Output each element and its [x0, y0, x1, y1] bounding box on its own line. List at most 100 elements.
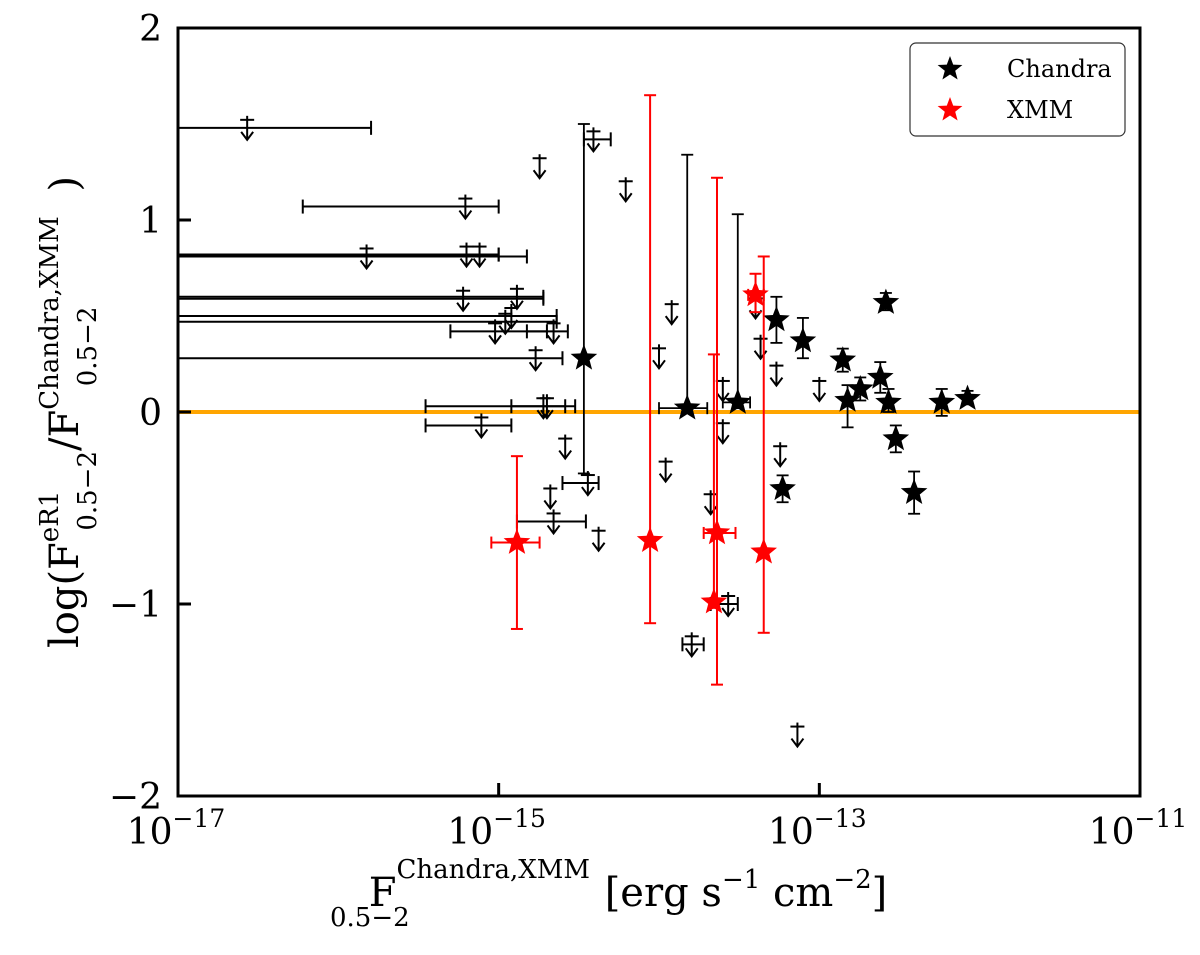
xmm-detection: [636, 94, 664, 625]
chandra-upper-limit: [812, 376, 827, 403]
chandra-upper-limit: [178, 242, 500, 269]
star-marker: [700, 588, 728, 614]
down-arrow-head: [721, 607, 735, 618]
down-arrow-head: [812, 392, 827, 403]
chandra-upper-limit: [561, 471, 600, 497]
legend-box: [909, 42, 1126, 137]
down-arrow-head: [790, 737, 805, 749]
y-axis-label: log(FeR1 0.5−2/FChandra,XMM 0.5−2): [35, 176, 103, 648]
down-arrow-head: [528, 361, 543, 372]
chandra-upper-limit: [178, 286, 545, 313]
x-tick-label: 10−15: [447, 804, 546, 853]
down-arrow-head: [488, 334, 502, 346]
xlabel-units-mid: cm: [760, 870, 833, 916]
xlabel-exp2: −2: [833, 865, 871, 895]
chandra-upper-limit: [773, 442, 788, 468]
xlabel-exp1: −1: [722, 865, 760, 895]
xlabel-sup: Chandra,XMM: [397, 855, 590, 885]
legend-label-chandra: Chandra: [1007, 55, 1112, 83]
ylabel-sup1: eR1: [35, 491, 65, 543]
x-tick-label: 10−17: [127, 804, 226, 853]
down-arrow-head: [586, 142, 601, 154]
chandra-detection: [789, 317, 817, 360]
chandra-upper-limit: [681, 632, 705, 658]
y-tick-label: −2: [109, 777, 162, 818]
down-arrow-head: [652, 359, 666, 370]
legend: Chandra XMM: [909, 42, 1126, 137]
chandra-upper-limit: [790, 722, 805, 749]
star-marker: [769, 474, 796, 501]
chandra-upper-limit: [424, 394, 577, 420]
star-marker: [750, 538, 777, 564]
star-marker: [703, 519, 731, 545]
down-arrow-head: [240, 131, 254, 142]
legend-marker-xmm: [937, 97, 963, 121]
ylabel-prefix: log(F: [42, 542, 88, 648]
chandra-detection: [900, 470, 928, 515]
chandra-upper-limit: [703, 490, 718, 516]
ylabel-suffix: ): [42, 176, 88, 192]
xmm-detection: [750, 255, 777, 634]
chandra-upper-limit: [652, 344, 666, 370]
down-arrow-head: [558, 449, 573, 461]
xlabel-units-prefix: [erg s: [605, 870, 722, 916]
down-arrow-head: [773, 457, 787, 468]
down-arrow-head: [716, 434, 730, 445]
xmm-detection: [702, 176, 737, 686]
chandra-upper-limit: [658, 457, 673, 484]
xmm-detection: [742, 272, 769, 314]
down-arrow-head: [543, 499, 558, 511]
star-marker: [636, 526, 664, 552]
star-marker: [834, 386, 861, 412]
x-tick-label: 10−11: [1089, 804, 1188, 853]
down-arrow-head: [581, 486, 595, 497]
down-arrow-head: [532, 169, 547, 180]
down-arrow-head: [769, 377, 784, 388]
chandra-upper-limit: [178, 115, 373, 142]
chandra-upper-limit: [178, 304, 558, 330]
chandra-detection: [954, 384, 981, 410]
chandra-upper-limit: [178, 309, 558, 336]
ylabel-sup2: Chandra,XMM: [35, 216, 65, 409]
chandra-detection: [829, 346, 857, 373]
chandra-upper-limit: [753, 334, 768, 361]
down-arrow-head: [684, 647, 699, 658]
down-arrow-head: [618, 192, 633, 203]
chandra-upper-limit: [591, 526, 606, 553]
x-axis-label: FChandra,XMM 0.5−2 [erg s−1 cm−2]: [330, 855, 887, 933]
axes: 10−17 10−15 10−13 10−11 2 1 0 −1 −2: [109, 9, 1187, 853]
star-marker: [846, 375, 874, 401]
star-marker: [900, 478, 928, 504]
xlabel-sub: 0.5−2: [330, 903, 410, 933]
chandra-upper-limit: [558, 434, 573, 461]
legend-marker-chandra: [937, 56, 963, 80]
star-marker: [882, 424, 910, 451]
down-arrow-head: [664, 315, 679, 326]
star-marker: [789, 327, 817, 353]
chandra-upper-limit: [715, 419, 730, 445]
down-arrow-head: [658, 473, 673, 484]
down-arrow-head: [546, 524, 561, 536]
chandra-upper-limit: [664, 300, 679, 326]
down-arrow-head: [472, 257, 487, 269]
y-tick-label: 2: [139, 9, 162, 50]
down-arrow-head: [591, 542, 606, 553]
chandra-upper-limit: [525, 319, 569, 346]
xlabel-units-suffix: ]: [872, 870, 888, 916]
xmm-detection: [490, 455, 541, 630]
ylabel-sub1: 0.5−2: [73, 451, 103, 531]
star-marker: [570, 344, 598, 370]
chandra-upper-limit: [532, 154, 547, 180]
down-arrow-head: [540, 409, 554, 420]
star-marker: [724, 388, 752, 414]
star-marker: [763, 305, 790, 332]
chandra-upper-limit: [424, 413, 513, 440]
plot-area: [178, 94, 1140, 749]
chandra-detection: [658, 153, 709, 420]
chandra-upper-limit: [178, 284, 545, 311]
xlabel-main: F: [369, 870, 397, 916]
down-arrow-head: [359, 259, 374, 271]
legend-label-xmm: XMM: [1007, 96, 1073, 124]
chandra-upper-limit: [769, 361, 784, 388]
